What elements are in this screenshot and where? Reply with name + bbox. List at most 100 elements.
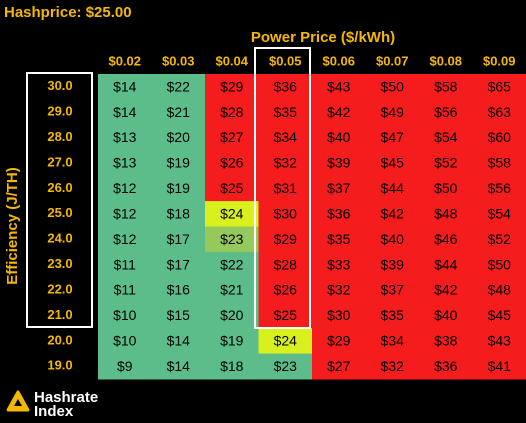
cell bbox=[151, 201, 206, 227]
cell bbox=[258, 328, 313, 355]
cell bbox=[472, 353, 526, 380]
cell bbox=[472, 277, 526, 304]
cell-value: $40 bbox=[327, 129, 351, 145]
cell bbox=[472, 150, 526, 177]
highlight-column bbox=[254, 47, 311, 329]
cell-value: $10 bbox=[113, 333, 137, 349]
cell bbox=[258, 277, 313, 304]
cell bbox=[419, 251, 473, 278]
cell-value: $21 bbox=[167, 104, 191, 120]
cell-value: $14 bbox=[113, 78, 137, 94]
cell-value: $50 bbox=[434, 180, 458, 196]
logo-icon-cut bbox=[14, 399, 22, 406]
cell bbox=[419, 99, 473, 126]
cell bbox=[472, 226, 526, 253]
row-header: 21.0 bbox=[47, 307, 72, 322]
cell-value: $60 bbox=[488, 129, 512, 145]
cell bbox=[98, 226, 152, 253]
cell bbox=[365, 226, 420, 253]
cell-value: $38 bbox=[434, 333, 458, 349]
logo: Hashrate Index bbox=[6, 389, 98, 420]
cell bbox=[365, 124, 420, 151]
cell bbox=[205, 124, 259, 151]
cell bbox=[151, 150, 206, 177]
cell bbox=[365, 251, 420, 278]
cell bbox=[312, 175, 366, 202]
row-header: 29.0 bbox=[47, 104, 72, 119]
cell-value: $33 bbox=[327, 256, 351, 272]
row-title: Efficiency (J/TH) bbox=[4, 167, 21, 285]
cell-value: $30 bbox=[327, 307, 351, 323]
cell bbox=[312, 99, 366, 126]
cell bbox=[151, 74, 206, 100]
cell bbox=[365, 175, 420, 202]
cell bbox=[312, 201, 366, 227]
cell bbox=[258, 150, 313, 177]
row-header: 26.0 bbox=[47, 180, 72, 195]
cell-value: $42 bbox=[381, 205, 405, 221]
cell-value: $20 bbox=[220, 307, 244, 323]
cell bbox=[151, 353, 206, 380]
cell bbox=[98, 277, 152, 304]
cell-value: $32 bbox=[274, 155, 298, 171]
cell-value: $11 bbox=[114, 256, 137, 272]
cell-value: $30 bbox=[274, 205, 298, 221]
cell bbox=[419, 353, 473, 380]
cell-value: $32 bbox=[327, 282, 351, 298]
cell-value: $13 bbox=[113, 155, 137, 171]
cell-value: $50 bbox=[488, 256, 512, 272]
cell-value: $41 bbox=[488, 358, 512, 374]
cell bbox=[98, 302, 152, 329]
cell-value: $22 bbox=[220, 256, 244, 272]
cell bbox=[98, 124, 152, 151]
cell-value: $26 bbox=[220, 155, 244, 171]
cell bbox=[98, 251, 152, 278]
cell bbox=[98, 99, 152, 126]
cell-value: $28 bbox=[220, 104, 244, 120]
cell-value: $24 bbox=[220, 205, 244, 221]
cell-value: $45 bbox=[381, 155, 405, 171]
title: Hashprice: $25.00 bbox=[4, 4, 132, 21]
cell-value: $26 bbox=[274, 282, 298, 298]
cell bbox=[98, 353, 152, 380]
cell-value: $12 bbox=[113, 205, 137, 221]
cell bbox=[472, 201, 526, 227]
cell bbox=[312, 226, 366, 253]
cell-value: $47 bbox=[381, 129, 405, 145]
cell-value: $63 bbox=[488, 104, 512, 120]
cell bbox=[312, 328, 366, 355]
cell-value: $11 bbox=[114, 282, 137, 298]
cell-value: $45 bbox=[488, 307, 512, 323]
column-header: $0.03 bbox=[162, 53, 195, 68]
cell bbox=[205, 74, 259, 100]
cell bbox=[151, 99, 206, 126]
cell-value: $39 bbox=[327, 155, 351, 171]
cell-value: $44 bbox=[434, 256, 458, 272]
cell-value: $20 bbox=[167, 129, 191, 145]
cell bbox=[258, 74, 313, 100]
cell-value: $46 bbox=[434, 231, 458, 247]
cell bbox=[258, 353, 313, 380]
cell bbox=[151, 226, 206, 253]
cell-value: $56 bbox=[488, 180, 512, 196]
cell-value: $18 bbox=[220, 358, 244, 374]
cell-value: $19 bbox=[167, 180, 191, 196]
cell-value: $48 bbox=[488, 282, 512, 298]
cell-value: $65 bbox=[488, 78, 512, 94]
cell-value: $12 bbox=[113, 231, 137, 247]
cell-value: $19 bbox=[220, 333, 244, 349]
cell bbox=[472, 99, 526, 126]
cell bbox=[365, 277, 420, 304]
cell bbox=[205, 353, 259, 380]
cell bbox=[419, 150, 473, 177]
cell bbox=[312, 74, 366, 100]
cell-value: $27 bbox=[327, 358, 351, 374]
column-header: $0.06 bbox=[322, 53, 355, 68]
cell bbox=[151, 328, 206, 355]
cell-value: $36 bbox=[434, 358, 458, 374]
cell bbox=[419, 201, 473, 227]
cell-value: $15 bbox=[167, 307, 191, 323]
cell-value: $29 bbox=[327, 333, 351, 349]
cell bbox=[472, 302, 526, 329]
